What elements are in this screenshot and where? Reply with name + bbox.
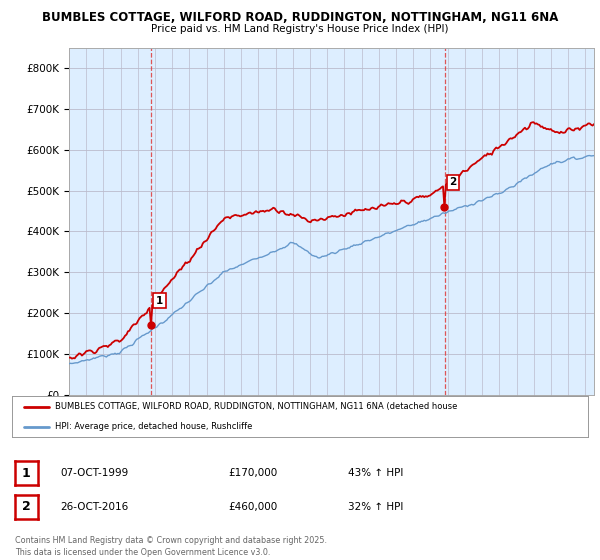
Text: Contains HM Land Registry data © Crown copyright and database right 2025.
This d: Contains HM Land Registry data © Crown c…	[15, 536, 327, 557]
Text: BUMBLES COTTAGE, WILFORD ROAD, RUDDINGTON, NOTTINGHAM, NG11 6NA (detached house: BUMBLES COTTAGE, WILFORD ROAD, RUDDINGTO…	[55, 402, 458, 411]
Text: 07-OCT-1999: 07-OCT-1999	[60, 468, 128, 478]
Text: 2: 2	[22, 500, 31, 514]
Text: HPI: Average price, detached house, Rushcliffe: HPI: Average price, detached house, Rush…	[55, 422, 253, 431]
Text: 1: 1	[22, 466, 31, 480]
Text: £460,000: £460,000	[228, 502, 277, 512]
Text: 2: 2	[449, 178, 457, 188]
Text: 26-OCT-2016: 26-OCT-2016	[60, 502, 128, 512]
Text: Price paid vs. HM Land Registry's House Price Index (HPI): Price paid vs. HM Land Registry's House …	[151, 24, 449, 34]
Text: 43% ↑ HPI: 43% ↑ HPI	[348, 468, 403, 478]
Text: 1: 1	[156, 296, 163, 306]
Text: 32% ↑ HPI: 32% ↑ HPI	[348, 502, 403, 512]
Text: BUMBLES COTTAGE, WILFORD ROAD, RUDDINGTON, NOTTINGHAM, NG11 6NA: BUMBLES COTTAGE, WILFORD ROAD, RUDDINGTO…	[42, 11, 558, 24]
Text: £170,000: £170,000	[228, 468, 277, 478]
